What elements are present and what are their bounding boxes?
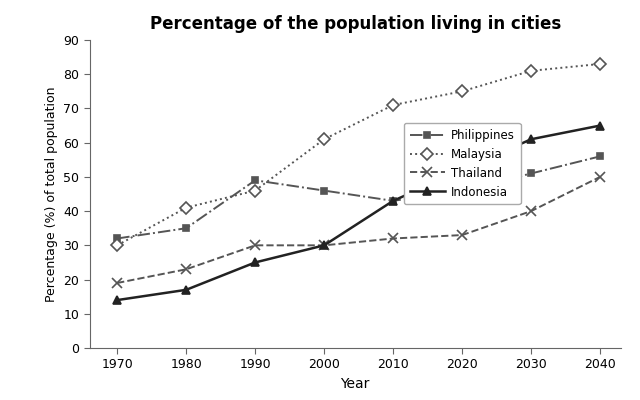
Philippines	[389, 198, 397, 203]
Thailand	[527, 209, 535, 214]
Philippines	[182, 226, 190, 231]
Philippines	[527, 171, 535, 176]
Line: Malaysia: Malaysia	[113, 60, 604, 250]
Malaysia	[113, 243, 121, 248]
Malaysia	[596, 62, 604, 66]
Philippines	[113, 236, 121, 241]
Line: Thailand: Thailand	[113, 172, 605, 288]
Thailand	[458, 233, 466, 238]
Malaysia	[252, 188, 259, 193]
Indonesia	[596, 123, 604, 128]
Y-axis label: Percentage (%) of total population: Percentage (%) of total population	[45, 86, 58, 302]
Thailand	[596, 174, 604, 179]
Indonesia	[527, 137, 535, 142]
Line: Philippines: Philippines	[114, 153, 604, 242]
Philippines	[458, 188, 466, 193]
Thailand	[389, 236, 397, 241]
Philippines	[596, 154, 604, 159]
Thailand	[182, 267, 190, 272]
Title: Percentage of the population living in cities: Percentage of the population living in c…	[150, 15, 561, 33]
Philippines	[252, 178, 259, 183]
Philippines	[320, 188, 328, 193]
Indonesia	[252, 260, 259, 265]
Indonesia	[389, 198, 397, 203]
Indonesia	[182, 288, 190, 292]
Malaysia	[320, 137, 328, 142]
Thailand	[252, 243, 259, 248]
Indonesia	[113, 298, 121, 302]
Malaysia	[458, 89, 466, 94]
Thailand	[113, 280, 121, 285]
Line: Indonesia: Indonesia	[113, 121, 604, 304]
Legend: Philippines, Malaysia, Thailand, Indonesia: Philippines, Malaysia, Thailand, Indones…	[404, 123, 520, 204]
Malaysia	[389, 103, 397, 108]
X-axis label: Year: Year	[340, 377, 370, 391]
Indonesia	[320, 243, 328, 248]
Malaysia	[182, 205, 190, 210]
Malaysia	[527, 68, 535, 73]
Indonesia	[458, 168, 466, 172]
Thailand	[320, 243, 328, 248]
